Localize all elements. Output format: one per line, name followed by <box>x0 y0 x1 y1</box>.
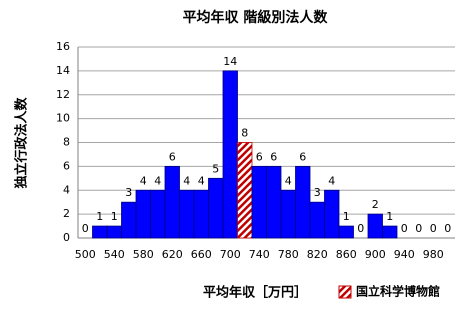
y-tick-label: 0 <box>63 231 70 244</box>
bar <box>237 142 253 239</box>
y-tick-label: 6 <box>63 159 70 172</box>
data-label: 1 <box>96 210 103 223</box>
bar <box>251 165 267 239</box>
bar <box>121 201 137 239</box>
data-label: 6 <box>256 150 263 163</box>
x-tick-label: 820 <box>307 248 328 261</box>
data-label: 0 <box>82 222 89 235</box>
y-tick-label: 2 <box>63 207 70 220</box>
data-label: 1 <box>386 210 393 223</box>
y-tick-label: 16 <box>56 40 70 53</box>
x-tick-label: 700 <box>220 248 241 261</box>
bar <box>222 70 238 239</box>
bar <box>266 165 282 239</box>
x-tick-label: 940 <box>394 248 415 261</box>
x-tick-label: 860 <box>336 248 357 261</box>
bar <box>367 213 383 239</box>
bar <box>193 189 209 239</box>
data-label: 0 <box>444 222 451 235</box>
x-tick-label: 780 <box>278 248 299 261</box>
data-label: 3 <box>125 186 132 199</box>
chart-title: 平均年収 階級別法人数 <box>183 9 329 26</box>
x-tick-label: 500 <box>75 248 96 261</box>
x-tick-label: 740 <box>249 248 270 261</box>
bar <box>309 201 325 239</box>
data-label: 4 <box>154 174 161 187</box>
data-label: 0 <box>357 222 364 235</box>
data-label: 1 <box>343 210 350 223</box>
y-tick-label: 4 <box>63 183 70 196</box>
bar <box>295 165 311 239</box>
x-tick-label: 900 <box>365 248 386 261</box>
bar <box>179 189 195 239</box>
bar <box>106 225 122 239</box>
y-tick-label: 14 <box>56 64 70 77</box>
bar <box>324 189 340 239</box>
data-label: 3 <box>314 186 321 199</box>
y-tick-label: 10 <box>56 112 70 125</box>
x-tick-label: 660 <box>191 248 212 261</box>
x-tick-label: 580 <box>133 248 154 261</box>
data-label: 5 <box>212 162 219 175</box>
bar <box>208 177 224 239</box>
data-label: 0 <box>415 222 422 235</box>
data-label: 0 <box>430 222 437 235</box>
data-label: 14 <box>223 55 237 68</box>
x-tick-label: 620 <box>162 248 183 261</box>
y-axis-title: 独立行政法人数 <box>14 97 30 189</box>
bar <box>92 225 108 239</box>
legend-swatch <box>338 285 352 299</box>
data-label: 0 <box>401 222 408 235</box>
x-axis-title: 平均年収［万円］ <box>203 285 307 301</box>
bar <box>280 189 296 239</box>
data-label: 4 <box>328 174 335 187</box>
data-label: 6 <box>169 150 176 163</box>
legend-label: 国立科学博物館 <box>356 284 440 299</box>
data-label: 4 <box>183 174 190 187</box>
y-tick-label: 8 <box>63 136 70 149</box>
y-tick-label: 12 <box>56 88 70 101</box>
bar <box>135 189 151 239</box>
bar <box>382 225 398 239</box>
data-label: 6 <box>299 150 306 163</box>
data-label: 8 <box>241 127 248 140</box>
data-label: 6 <box>270 150 277 163</box>
data-label: 4 <box>198 174 205 187</box>
bar <box>150 189 166 239</box>
data-label: 1 <box>111 210 118 223</box>
data-label: 4 <box>285 174 292 187</box>
x-tick-label: 980 <box>423 248 444 261</box>
data-label: 4 <box>140 174 147 187</box>
data-label: 2 <box>372 198 379 211</box>
bar <box>164 165 180 239</box>
bar <box>338 225 354 239</box>
x-tick-label: 540 <box>104 248 125 261</box>
